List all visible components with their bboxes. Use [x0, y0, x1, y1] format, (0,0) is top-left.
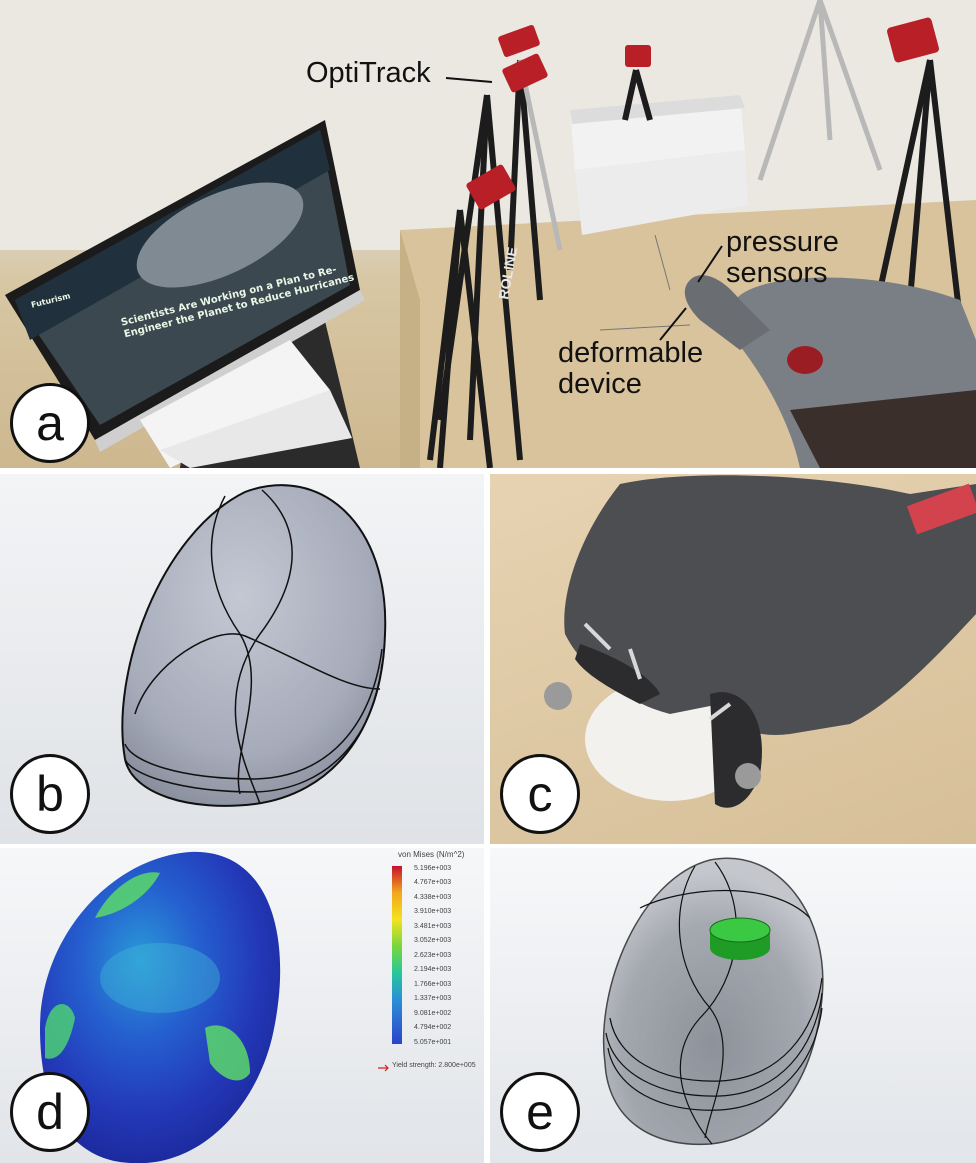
colorbar-tick: 5.057e+001 [414, 1039, 452, 1046]
optitrack-cameras [466, 17, 939, 210]
panel-c-photo: c [490, 474, 976, 844]
yield-strength-note: Yield strength: 2.800e+005 [392, 1062, 476, 1069]
panel-d-simulation: von Mises (N/m^2) 5.196e+003 4.767e+003 … [0, 848, 484, 1163]
colorbar-tick: 3.052e+003 [414, 937, 452, 944]
colorbar-tick: 1.337e+003 [414, 995, 452, 1002]
colorbar-tick: 4.767e+003 [414, 879, 452, 886]
colorbar-tick: 5.196e+003 [414, 865, 452, 872]
optitrack-label: OptiTrack [306, 57, 431, 89]
colorbar-tick: 3.910e+003 [414, 908, 452, 915]
colorbar [392, 866, 402, 1044]
colorbar-tick: 9.081e+002 [414, 1010, 452, 1017]
stress-egg [40, 851, 281, 1163]
tripods [427, 59, 963, 468]
paper [140, 340, 330, 468]
gloved-hand [684, 275, 770, 350]
device-label-line2: device [558, 368, 642, 400]
cad-egg-model [121, 484, 387, 807]
panel-b-cad: b [0, 474, 484, 844]
device-label-line1: deformable [558, 337, 704, 369]
glove [564, 475, 976, 735]
stress-plot [40, 851, 402, 1163]
colorbar-tick: 4.794e+002 [414, 1024, 452, 1031]
panel-c-badge: c [500, 754, 580, 834]
pressure-sensors-label: pressure sensors [726, 227, 839, 289]
pressure-label-line1: pressure [726, 226, 839, 258]
panel-a-badge: a [10, 383, 90, 463]
setup-illustration: ROLINE [0, 0, 976, 468]
colorbar-title: von Mises (N/m^2) [398, 850, 465, 859]
keyboard [160, 390, 352, 468]
panel-e-cad-sensor: e [490, 848, 976, 1163]
egg-body [121, 484, 387, 807]
colorbar-tick: 4.338e+003 [414, 894, 452, 901]
panel-d-badge: d [10, 1072, 90, 1152]
colorbar-tick: 1.766e+003 [414, 981, 452, 988]
colorbar-tick: 2.194e+003 [414, 966, 452, 973]
marker-ball [544, 682, 572, 710]
pressure-sensor [709, 917, 771, 943]
panel-a-photo: ROLINE Scientists Are Working on a Plan … [0, 0, 976, 468]
marker-ball [735, 763, 761, 789]
cad-egg-with-sensor [602, 857, 824, 1146]
pressure-label-line2: sensors [726, 257, 828, 289]
deformable-device-label: deformable device [558, 338, 703, 400]
gloved-hand-photo [544, 475, 976, 808]
colorbar-tick: 2.623e+003 [414, 952, 452, 959]
colorbar-tick: 3.481e+003 [414, 923, 452, 930]
panel-e-badge: e [500, 1072, 580, 1152]
panel-b-badge: b [10, 754, 90, 834]
